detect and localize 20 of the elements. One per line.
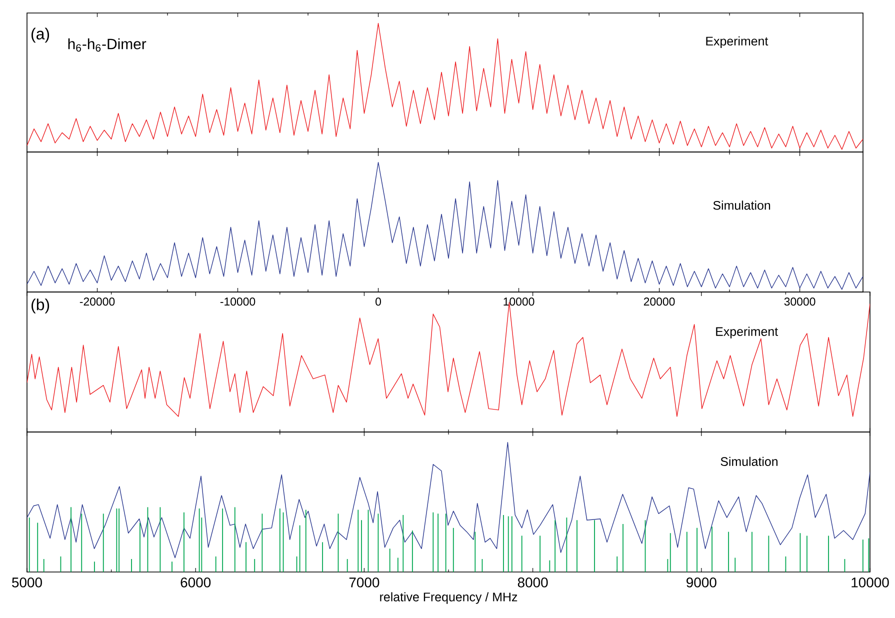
annotation: Experiment bbox=[716, 326, 778, 338]
x-tick-label: 0 bbox=[376, 298, 381, 306]
annotation: h$_{6}$-h$_{6}$-Dimer bbox=[68, 38, 146, 52]
x-tick-label: 9000 bbox=[686, 578, 716, 588]
x-axis-title: relative Frequency / MHz bbox=[380, 592, 518, 604]
x-tick-label: 10000 bbox=[504, 298, 534, 306]
annotation: Simulation bbox=[713, 200, 770, 210]
x-tick-label: 30000 bbox=[784, 298, 816, 306]
x-tick-label: -10000 bbox=[220, 298, 256, 306]
annotation: (a) bbox=[32, 28, 50, 43]
annotation: (b) bbox=[32, 298, 50, 314]
x-tick-label: 5000 bbox=[12, 578, 42, 588]
x-tick-label: 10000 bbox=[852, 578, 889, 588]
x-tick-label: -20000 bbox=[80, 298, 115, 306]
annotation: Experiment bbox=[706, 36, 768, 48]
x-tick-label: 7000 bbox=[349, 578, 380, 588]
x-tick-label: 20000 bbox=[644, 298, 675, 306]
x-tick-label: 8000 bbox=[518, 578, 548, 588]
x-tick-label: 6000 bbox=[180, 578, 211, 588]
annotation: Simulation bbox=[720, 456, 778, 466]
